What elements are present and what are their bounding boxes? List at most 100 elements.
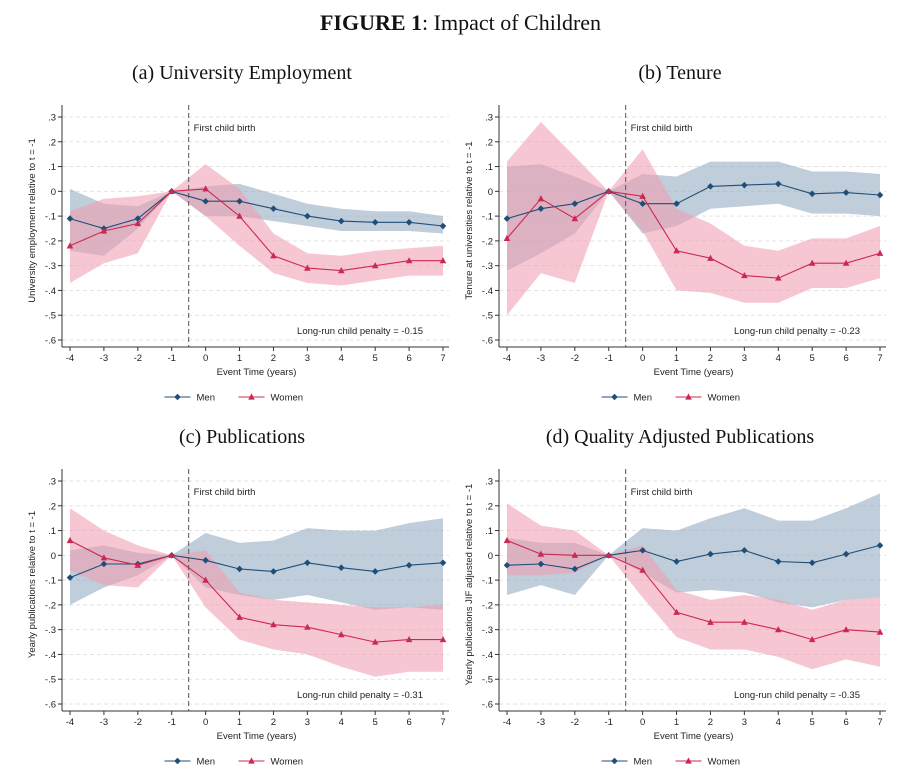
y-tick-label: 0 <box>488 551 493 562</box>
legend-label-women: Women <box>271 393 304 404</box>
legend-marker-women <box>248 757 255 764</box>
point-men <box>337 217 345 225</box>
point-women <box>304 264 311 271</box>
point-men <box>405 219 413 226</box>
y-tick-label: -.2 <box>45 236 56 247</box>
x-tick-label: -4 <box>503 717 511 728</box>
x-axis-title: Event Time (years) <box>217 731 297 742</box>
event-label: First child birth <box>631 487 693 498</box>
legend-label-women: Women <box>271 757 304 768</box>
panel-title-d: (d) Quality Adjusted Publications <box>545 426 815 448</box>
legend-marker-women <box>248 393 255 400</box>
event-label: First child birth <box>194 487 256 498</box>
series-line-women <box>69 188 443 272</box>
legend: Men Women <box>601 757 740 768</box>
x-tick-label: 4 <box>776 717 781 728</box>
panel-title-b: (b) Tenure <box>638 62 722 84</box>
x-tick-label: 1 <box>237 353 242 364</box>
point-women <box>842 259 850 266</box>
point-men <box>537 560 545 568</box>
x-tick-label: 3 <box>305 717 310 728</box>
y-tick-label: -.4 <box>482 650 493 661</box>
point-men <box>371 219 379 226</box>
y-axis-title: Tenure at universities relative to t = -… <box>464 141 475 299</box>
point-men <box>842 550 850 558</box>
x-tick-label: -1 <box>605 717 613 728</box>
penalty-annotation: Long-run child penalty = -0.23 <box>734 326 860 337</box>
y-tick-label: -.2 <box>482 236 493 247</box>
point-women <box>405 635 413 643</box>
point-men <box>439 559 447 567</box>
x-tick-label: -4 <box>66 353 74 364</box>
legend-marker-men <box>174 757 181 765</box>
y-tick-label: .2 <box>485 501 493 512</box>
point-men <box>673 558 680 565</box>
x-tick-label: 7 <box>877 717 882 728</box>
figure-title: FIGURE 1: Impact of Children <box>0 8 921 38</box>
penalty-annotation: Long-run child penalty = -0.35 <box>734 690 860 701</box>
x-tick-label: -2 <box>571 717 579 728</box>
penalty-annotation: Long-run child penalty = -0.15 <box>297 326 423 337</box>
legend: Men Women <box>164 757 304 768</box>
x-tick-label: 6 <box>406 353 411 364</box>
x-tick-label: 5 <box>373 717 378 728</box>
point-men <box>439 222 447 230</box>
x-tick-label: 2 <box>271 717 276 728</box>
point-women <box>876 249 884 256</box>
x-tick-label: 6 <box>843 717 848 728</box>
point-men <box>571 565 579 573</box>
confidence-band-women <box>507 122 880 316</box>
x-tick-label: 0 <box>203 353 208 364</box>
legend-label-men: Men <box>634 393 652 404</box>
figure-separator: : <box>422 10 429 35</box>
x-tick-label: 0 <box>203 717 208 728</box>
legend-label-men: Men <box>197 393 215 404</box>
y-tick-label: -.1 <box>45 576 56 587</box>
legend-marker-women <box>685 757 692 764</box>
y-axis-title: Yearly publications JIF adjusted relativ… <box>464 484 475 686</box>
point-women <box>270 252 277 259</box>
series-line-men <box>506 183 881 220</box>
x-tick-label: 7 <box>877 353 882 364</box>
point-men <box>202 556 209 564</box>
point-women <box>707 618 714 625</box>
point-men <box>876 191 884 199</box>
point-women <box>100 554 108 561</box>
point-men <box>639 547 646 554</box>
confidence-band-men <box>70 518 443 610</box>
point-women <box>605 187 613 194</box>
x-tick-label: 4 <box>339 353 344 364</box>
penalty-annotation: Long-run child penalty = -0.31 <box>297 690 423 701</box>
figure-label: FIGURE 1 <box>319 10 423 35</box>
point-women <box>808 635 816 643</box>
point-men <box>236 565 243 573</box>
point-men <box>236 197 243 205</box>
point-men <box>134 215 142 222</box>
point-women <box>503 234 511 242</box>
x-tick-label: 5 <box>810 717 815 728</box>
y-tick-label: .1 <box>485 526 493 537</box>
x-tick-label: -1 <box>168 353 176 364</box>
series-line-women <box>506 539 881 641</box>
point-women <box>707 254 714 261</box>
y-tick-label: -.3 <box>45 625 56 636</box>
point-women <box>876 628 884 635</box>
point-women <box>605 551 613 558</box>
point-women <box>673 247 680 254</box>
y-tick-label: -.3 <box>482 261 493 272</box>
y-tick-label: -.6 <box>45 700 56 711</box>
point-women <box>537 195 545 202</box>
point-men <box>571 200 579 208</box>
point-men <box>774 180 782 188</box>
point-women <box>639 566 646 573</box>
x-tick-label: -2 <box>571 353 579 364</box>
point-men <box>741 547 748 554</box>
legend-marker-women <box>685 393 692 400</box>
point-men <box>66 574 74 581</box>
x-tick-label: 1 <box>674 353 679 364</box>
x-tick-label: 0 <box>640 353 645 364</box>
point-men <box>639 200 646 208</box>
legend-marker-men <box>611 393 618 401</box>
x-tick-label: 3 <box>305 353 310 364</box>
